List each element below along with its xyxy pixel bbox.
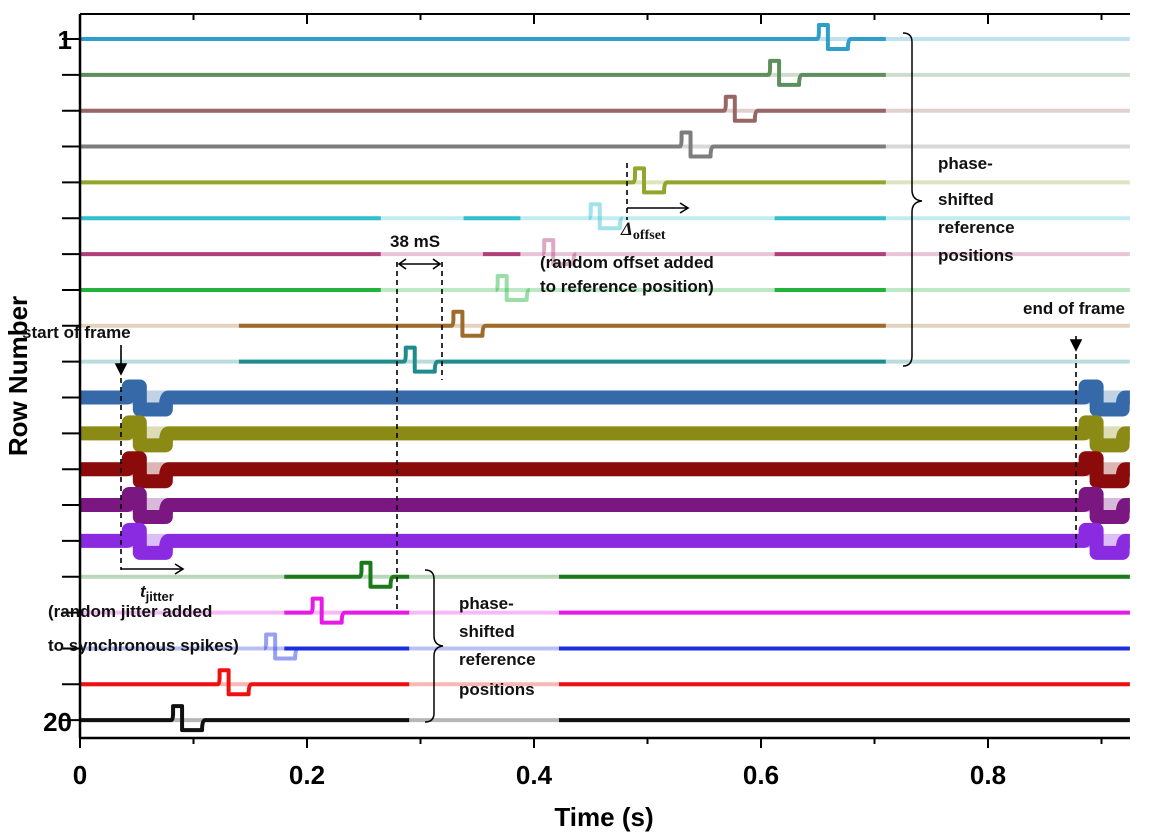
x-ticks [79, 14, 1103, 748]
row-20-segment-0 [80, 704, 410, 733]
upper-brace-label-1: phase- [938, 154, 993, 173]
end-of-frame-marker [1069, 336, 1083, 548]
row-8-spike-0 [494, 273, 531, 302]
lower-brace-label-1: phase- [459, 594, 514, 613]
end-of-frame-label: end of frame [1023, 299, 1125, 318]
offset-symbol: Δoffset [620, 219, 666, 243]
row-17-segment-0 [284, 596, 410, 625]
x-tick-label-1: 0.2 [289, 760, 325, 790]
x-tick-label-4: 0.8 [970, 760, 1006, 790]
row-6-spike-0 [587, 202, 624, 231]
row-3-segment-0 [80, 94, 886, 123]
row-13-segment-0 [80, 451, 1133, 489]
upper-brace-label-3: reference [938, 218, 1015, 237]
row-1-segment-0 [80, 23, 886, 51]
row-9-segment-0 [238, 309, 886, 338]
row-16-segment-0 [284, 560, 410, 589]
jitter-subscript: jitter [145, 589, 174, 604]
start-of-frame-label: start of frame [22, 323, 131, 342]
jitter-description-2: to synchronous spikes) [48, 636, 239, 655]
x-axis-label: Time (s) [554, 802, 653, 832]
lower-brace-label-4: positions [459, 680, 535, 699]
row-10-segment-0 [238, 345, 886, 374]
start-of-frame-marker [114, 345, 185, 575]
row-19-segment-0 [80, 668, 410, 697]
offset-subscript: offset [633, 228, 666, 243]
faded-layer [80, 37, 1130, 723]
series-layer [80, 23, 1133, 733]
y-tick-label-20: 20 [43, 707, 72, 737]
x-tick-label-3: 0.6 [743, 760, 779, 790]
y-axis-label: Row Number [3, 296, 33, 456]
row-7-spike-0 [541, 238, 577, 267]
x-tick-label-2: 0.4 [516, 760, 553, 790]
row-4-segment-0 [80, 130, 886, 159]
lower-brace [424, 569, 444, 723]
x-tick-label-0: 0 [73, 760, 87, 790]
jitter-symbol: tjitter [140, 582, 174, 604]
row-15-segment-0 [80, 522, 1133, 560]
row-5-segment-0 [80, 166, 886, 195]
jitter-description-1: (random jitter added [48, 602, 212, 621]
upper-brace-label-2: shifted [938, 190, 994, 209]
row-14-segment-0 [80, 487, 1133, 525]
row-12-segment-0 [80, 415, 1133, 453]
axes [78, 13, 1130, 740]
y-tick-label-1: 1 [58, 25, 72, 55]
row-18-spike-0 [263, 632, 299, 661]
upper-brace [902, 32, 923, 367]
interval-annotation [396, 258, 443, 612]
offset-description-1: (random offset added [540, 253, 714, 272]
row-11-segment-0 [80, 379, 1133, 417]
y-ticks [62, 38, 80, 722]
interval-label: 38 mS [390, 232, 440, 251]
upper-brace-label-4: positions [938, 246, 1014, 265]
lower-brace-label-3: reference [459, 650, 536, 669]
offset-description-2: to reference position) [540, 277, 714, 296]
row-2-segment-0 [80, 58, 886, 87]
offset-annotation [626, 163, 690, 220]
lower-brace-label-2: shifted [459, 622, 515, 641]
